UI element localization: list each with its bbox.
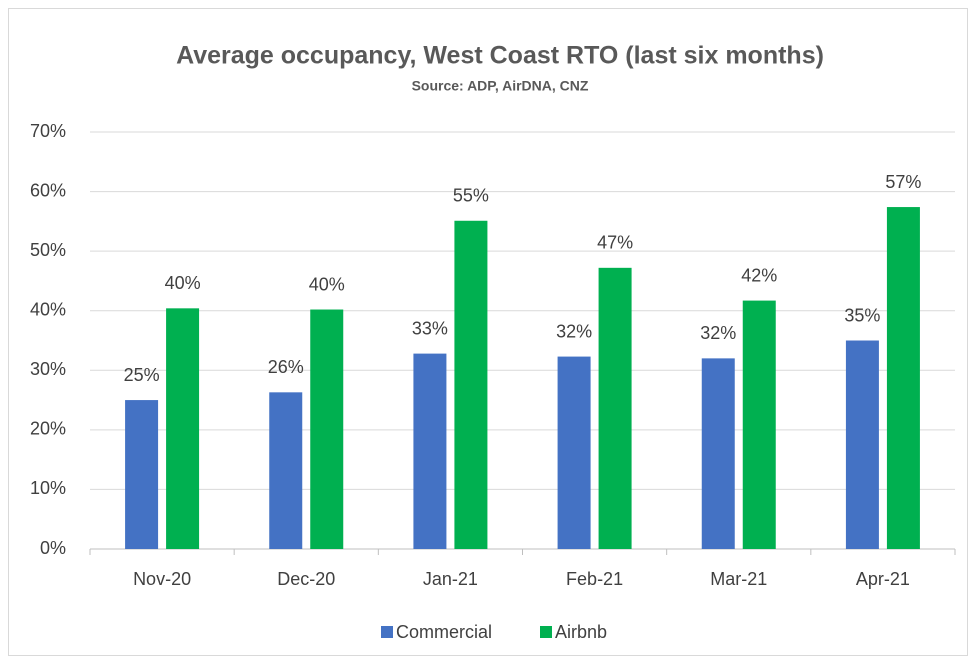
- value-label: 32%: [700, 323, 736, 343]
- value-label: 26%: [268, 357, 304, 377]
- y-tick-label: 20%: [30, 419, 66, 439]
- value-label: 25%: [124, 365, 160, 385]
- y-tick-label: 70%: [30, 121, 66, 141]
- x-tick-label: Nov-20: [133, 569, 191, 589]
- chart-title: Average occupancy, West Coast RTO (last …: [176, 42, 824, 70]
- x-tick-label: Feb-21: [566, 569, 623, 589]
- bar: [269, 392, 303, 549]
- value-label: 33%: [412, 318, 448, 338]
- value-label: 35%: [844, 305, 880, 325]
- value-label: 40%: [309, 274, 345, 294]
- y-tick-label: 60%: [30, 180, 66, 200]
- x-tick-label: Mar-21: [710, 569, 767, 589]
- chart-subtitle: Source: ADP, AirDNA, CNZ: [412, 78, 589, 94]
- y-tick-label: 0%: [40, 538, 66, 558]
- bar: [166, 308, 200, 549]
- legend-swatch: [381, 626, 393, 638]
- legend-swatch: [540, 626, 552, 638]
- y-tick-label: 50%: [30, 240, 66, 260]
- bar: [845, 340, 879, 549]
- bar: [310, 309, 344, 549]
- y-tick-label: 10%: [30, 478, 66, 498]
- value-label: 32%: [556, 321, 592, 341]
- x-tick-label: Jan-21: [423, 569, 478, 589]
- bar: [598, 267, 632, 549]
- legend-label: Airbnb: [555, 622, 607, 642]
- bar: [742, 300, 776, 549]
- bar: [454, 220, 488, 550]
- value-label: 47%: [597, 233, 633, 253]
- value-label: 42%: [741, 265, 777, 285]
- value-label: 40%: [165, 273, 201, 293]
- y-tick-label: 40%: [30, 299, 66, 319]
- bar: [125, 400, 159, 549]
- bar: [413, 353, 447, 549]
- legend-label: Commercial: [396, 622, 492, 642]
- x-tick-label: Apr-21: [856, 569, 910, 589]
- value-label: 55%: [453, 186, 489, 206]
- chart-border: [8, 8, 968, 656]
- x-tick-label: Dec-20: [277, 569, 335, 589]
- bar: [701, 358, 735, 549]
- value-label: 57%: [885, 172, 921, 192]
- y-tick-label: 30%: [30, 359, 66, 379]
- bar: [557, 356, 591, 549]
- bar: [886, 207, 920, 549]
